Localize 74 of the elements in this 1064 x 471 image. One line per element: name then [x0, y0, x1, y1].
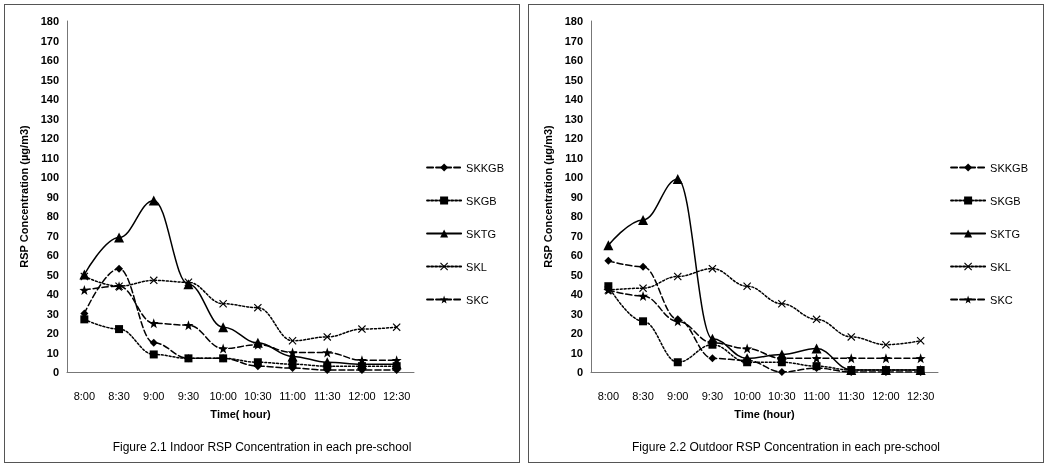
y-tick-label: 170	[40, 34, 59, 47]
y-tick-label: 110	[565, 151, 583, 164]
x-tick-label: 10:00	[209, 389, 237, 402]
legend-label: SKKGB	[466, 161, 504, 174]
y-tick-label: 90	[46, 190, 59, 203]
y-tick-label: 50	[46, 268, 59, 281]
y-tick-label: 180	[564, 15, 583, 27]
y-tick-label: 120	[564, 132, 583, 144]
x-tick-label: 8:00	[73, 389, 96, 402]
text: Figure 2.2 Outdoor RSP Concentration in each pre-school	[632, 440, 940, 454]
y-tick-label: 110	[41, 151, 59, 164]
y-tick-label: 20	[46, 327, 59, 339]
y-tick-label: 40	[570, 288, 583, 300]
legend-label: SKTG	[466, 227, 497, 240]
y-tick-label: 60	[570, 249, 583, 261]
y-tick-label: 150	[40, 73, 59, 86]
y-tick-label: 170	[564, 34, 583, 47]
y-tick-label: 70	[46, 229, 59, 242]
y-tick-label: 100	[40, 171, 59, 183]
x-tick-label: 10:00	[733, 389, 761, 402]
x-tick-label: 10:30	[768, 389, 796, 402]
x-tick-label: 11:00	[803, 389, 830, 402]
x-tick-label: 12:30	[906, 389, 935, 402]
y-tick-label: 30	[46, 307, 59, 320]
x-tick-label: 9:00	[143, 389, 165, 402]
x-tick-label: 11:00	[279, 389, 306, 402]
y-tick-label: 0	[52, 366, 59, 378]
y-tick-label: 80	[570, 210, 583, 222]
legend-label: SKL	[466, 260, 487, 273]
y-tick-label: 60	[46, 249, 59, 261]
x-tick-label: 12:00	[348, 389, 376, 402]
x-tick-label: 12:30	[382, 389, 411, 402]
legend-label: SKTG	[990, 227, 1021, 240]
y-tick-label: 20	[570, 327, 583, 339]
y-tick-label: 160	[564, 54, 583, 66]
y-tick-label: 10	[46, 346, 59, 359]
legend-label: SKC	[466, 293, 489, 306]
y-tick-label: 120	[40, 132, 59, 144]
x-tick-label: 11:30	[313, 389, 341, 402]
legend-label: SKGB	[990, 194, 1021, 207]
x-tick-label: 11:30	[837, 389, 865, 402]
y-tick-label: 140	[564, 93, 583, 105]
y-tick-label: 130	[564, 112, 583, 125]
x-axis-title: Time (hour)	[734, 407, 795, 420]
y-tick-label: 70	[570, 229, 583, 242]
y-tick-label: 50	[570, 268, 583, 281]
y-tick-label: 150	[564, 73, 583, 86]
y-tick-label: 10	[570, 346, 583, 359]
y-tick-label: 0	[576, 366, 583, 378]
x-tick-label: 9:30	[701, 389, 724, 402]
y-tick-label: 100	[564, 171, 583, 183]
legend-label: SKKGB	[990, 161, 1028, 174]
x-tick-label: 10:30	[244, 389, 272, 402]
x-tick-label: 12:00	[872, 389, 900, 402]
y-tick-label: 90	[570, 190, 583, 203]
y-axis-title: RSP Concentration (µg/m3)	[17, 124, 30, 268]
x-tick-label: 8:30	[108, 389, 130, 402]
text: Figure 2.1 Indoor RSP Concentration in each pre-school	[112, 440, 412, 454]
y-tick-label: 30	[570, 307, 583, 320]
x-tick-label: 8:00	[597, 389, 620, 402]
x-tick-label: 9:30	[177, 389, 200, 402]
y-tick-label: 160	[40, 54, 59, 66]
y-tick-label: 80	[46, 210, 59, 222]
y-tick-label: 40	[46, 288, 59, 300]
y-tick-label: 180	[40, 15, 59, 27]
x-axis-title: Time( hour)	[210, 407, 271, 420]
y-tick-label: 140	[40, 93, 59, 105]
x-tick-label: 8:30	[632, 389, 654, 402]
legend-label: SKL	[990, 260, 1011, 273]
legend-label: SKGB	[466, 194, 497, 207]
legend-label: SKC	[990, 293, 1013, 306]
y-axis-title: RSP Concentration (µg/m3)	[541, 124, 554, 268]
y-tick-label: 130	[40, 112, 59, 125]
x-tick-label: 9:00	[667, 389, 689, 402]
